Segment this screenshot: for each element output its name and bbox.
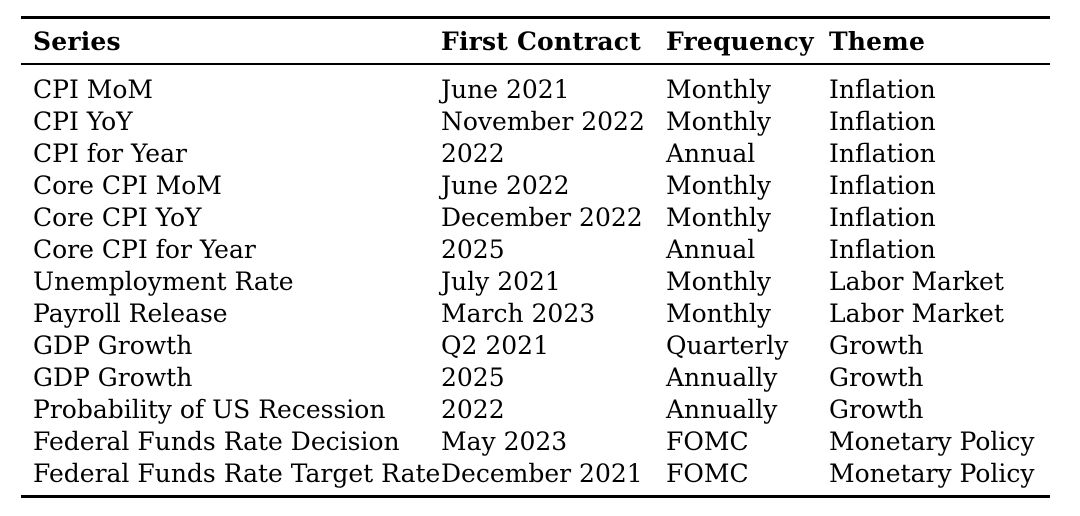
cell-frequency: FOMC [666, 427, 749, 456]
table-row: CPI YoY November 2022 Monthly Inflation [21, 106, 1050, 138]
cell-series: Payroll Release [33, 299, 228, 328]
table-header-row: Series First Contract Frequency Theme [21, 20, 1050, 63]
cell-theme: Growth [829, 395, 924, 424]
cell-first-contract: December 2021 [441, 459, 643, 488]
cell-theme: Labor Market [829, 299, 1004, 328]
cell-series: GDP Growth [33, 331, 193, 360]
cell-frequency: Monthly [666, 203, 772, 232]
cell-theme: Monetary Policy [829, 427, 1035, 456]
table-row: Core CPI MoM June 2022 Monthly Inflation [21, 170, 1050, 202]
cell-series: CPI for Year [33, 139, 187, 168]
cell-first-contract: June 2022 [441, 171, 570, 200]
cell-first-contract: March 2023 [441, 299, 596, 328]
cell-frequency: Monthly [666, 107, 772, 136]
cell-frequency: Monthly [666, 267, 772, 296]
cell-frequency: Monthly [666, 299, 772, 328]
cell-frequency: Monthly [666, 171, 772, 200]
cell-theme: Growth [829, 363, 924, 392]
series-table: Series First Contract Frequency Theme CP… [21, 0, 1050, 516]
cell-series: Federal Funds Rate Decision [33, 427, 400, 456]
cell-theme: Labor Market [829, 267, 1004, 296]
table-row: GDP Growth 2025 Annually Growth [21, 362, 1050, 394]
cell-frequency: Annual [666, 139, 756, 168]
cell-first-contract: 2022 [441, 395, 505, 424]
cell-first-contract: June 2021 [441, 75, 570, 104]
cell-first-contract: May 2023 [441, 427, 568, 456]
table-row: Core CPI YoY December 2022 Monthly Infla… [21, 202, 1050, 234]
table-top-rule [21, 16, 1050, 19]
table-row: Payroll Release March 2023 Monthly Labor… [21, 298, 1050, 330]
table-body: CPI MoM June 2021 Monthly Inflation CPI … [21, 74, 1050, 490]
table-row: Federal Funds Rate Target Rate December … [21, 458, 1050, 490]
cell-theme: Inflation [829, 203, 936, 232]
column-header-frequency: Frequency [666, 27, 814, 56]
cell-frequency: Monthly [666, 75, 772, 104]
cell-first-contract: 2025 [441, 363, 505, 392]
cell-first-contract: July 2021 [441, 267, 561, 296]
cell-theme: Inflation [829, 139, 936, 168]
column-header-first-contract: First Contract [441, 27, 641, 56]
cell-first-contract: 2022 [441, 139, 505, 168]
cell-frequency: Annually [666, 363, 778, 392]
cell-series: CPI YoY [33, 107, 133, 136]
table-bottom-rule [21, 495, 1050, 498]
table-row: Probability of US Recession 2022 Annuall… [21, 394, 1050, 426]
cell-theme: Inflation [829, 235, 936, 264]
table-row: CPI for Year 2022 Annual Inflation [21, 138, 1050, 170]
cell-series: GDP Growth [33, 363, 193, 392]
cell-first-contract: November 2022 [441, 107, 645, 136]
table-row: Unemployment Rate July 2021 Monthly Labo… [21, 266, 1050, 298]
table-header-rule [21, 63, 1050, 65]
cell-series: Federal Funds Rate Target Rate [33, 459, 441, 488]
cell-frequency: Quarterly [666, 331, 789, 360]
cell-series: CPI MoM [33, 75, 154, 104]
column-header-series: Series [33, 27, 121, 56]
cell-theme: Growth [829, 331, 924, 360]
cell-theme: Inflation [829, 75, 936, 104]
cell-theme: Monetary Policy [829, 459, 1035, 488]
table-row: Core CPI for Year 2025 Annual Inflation [21, 234, 1050, 266]
cell-first-contract: December 2022 [441, 203, 643, 232]
cell-series: Core CPI for Year [33, 235, 256, 264]
cell-frequency: Annually [666, 395, 778, 424]
cell-series: Probability of US Recession [33, 395, 386, 424]
column-header-theme: Theme [829, 27, 926, 56]
cell-frequency: FOMC [666, 459, 749, 488]
cell-series: Core CPI MoM [33, 171, 222, 200]
table-row: GDP Growth Q2 2021 Quarterly Growth [21, 330, 1050, 362]
table-row: Federal Funds Rate Decision May 2023 FOM… [21, 426, 1050, 458]
cell-first-contract: Q2 2021 [441, 331, 549, 360]
cell-theme: Inflation [829, 171, 936, 200]
cell-series: Unemployment Rate [33, 267, 294, 296]
cell-first-contract: 2025 [441, 235, 505, 264]
cell-series: Core CPI YoY [33, 203, 202, 232]
table-row: CPI MoM June 2021 Monthly Inflation [21, 74, 1050, 106]
cell-theme: Inflation [829, 107, 936, 136]
cell-frequency: Annual [666, 235, 756, 264]
